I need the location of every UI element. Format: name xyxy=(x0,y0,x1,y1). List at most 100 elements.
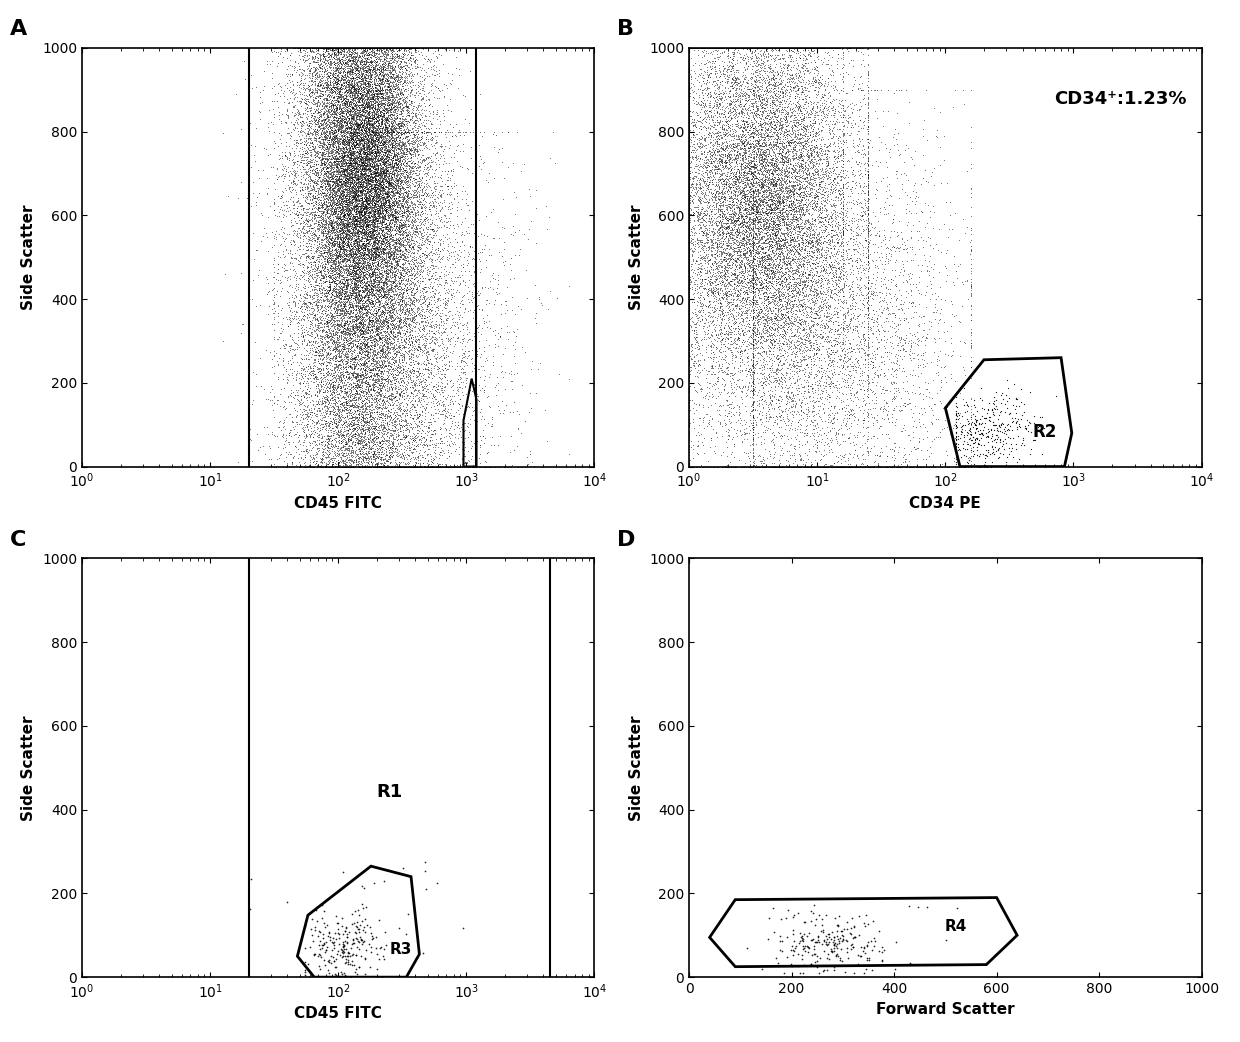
Point xyxy=(806,302,826,319)
Point xyxy=(702,222,722,239)
Point xyxy=(303,206,322,223)
Point xyxy=(373,222,393,239)
Point xyxy=(372,441,392,457)
Point xyxy=(890,347,910,364)
Point xyxy=(853,287,873,303)
Point xyxy=(345,224,365,241)
Point xyxy=(386,141,405,157)
Point xyxy=(315,309,335,326)
Point xyxy=(294,176,314,193)
Point xyxy=(352,317,372,333)
Point xyxy=(341,417,361,433)
Point xyxy=(743,249,763,266)
Point xyxy=(769,353,789,370)
Point xyxy=(321,202,341,219)
Point xyxy=(810,243,830,259)
Point xyxy=(764,172,784,189)
Point xyxy=(709,90,729,106)
Point xyxy=(374,102,394,119)
Point xyxy=(381,414,401,430)
Point xyxy=(444,239,464,255)
Point xyxy=(769,199,789,216)
Point xyxy=(355,328,374,345)
Point xyxy=(374,312,394,328)
Point xyxy=(389,437,409,453)
Point xyxy=(402,59,422,76)
Point xyxy=(319,242,339,258)
Point xyxy=(750,163,770,179)
Point xyxy=(830,458,849,475)
Point xyxy=(381,206,401,223)
Point xyxy=(336,49,356,66)
Point xyxy=(862,354,882,371)
Point xyxy=(343,437,363,453)
Point xyxy=(796,278,816,295)
Point xyxy=(698,251,718,268)
Point xyxy=(761,181,781,198)
Point xyxy=(341,298,361,315)
Point xyxy=(371,170,391,187)
Point xyxy=(775,197,795,214)
Point xyxy=(335,40,355,56)
Point xyxy=(320,157,340,174)
Point xyxy=(763,425,782,442)
Point xyxy=(347,54,367,71)
Point xyxy=(790,148,810,165)
Point xyxy=(701,118,720,134)
Point xyxy=(350,245,370,262)
Point xyxy=(774,40,794,56)
Point xyxy=(379,447,399,464)
Point xyxy=(370,191,389,207)
Point xyxy=(873,102,893,119)
Point xyxy=(316,242,336,258)
Point xyxy=(336,349,356,366)
Point xyxy=(389,212,409,228)
Point xyxy=(321,296,341,313)
Point xyxy=(357,118,377,134)
Point xyxy=(403,123,423,140)
Point xyxy=(357,246,377,263)
Point xyxy=(345,266,365,282)
Point xyxy=(279,427,299,444)
Point xyxy=(388,323,408,340)
Point xyxy=(806,138,826,154)
Point xyxy=(718,209,738,226)
Point xyxy=(386,367,405,383)
Point xyxy=(694,130,714,147)
Point xyxy=(394,403,414,420)
Point xyxy=(346,79,366,96)
Point xyxy=(770,204,790,221)
Point xyxy=(258,208,278,225)
Point xyxy=(830,951,849,968)
Point xyxy=(777,411,797,427)
Point xyxy=(791,183,811,200)
Point xyxy=(724,234,744,251)
Point xyxy=(356,94,376,110)
Point xyxy=(368,254,388,271)
Point xyxy=(403,441,423,457)
Point xyxy=(325,123,345,140)
Point xyxy=(812,282,832,299)
Point xyxy=(755,145,775,162)
Point xyxy=(765,220,785,237)
Point xyxy=(391,123,410,140)
Point xyxy=(373,450,393,467)
Point xyxy=(352,196,372,213)
Point xyxy=(773,150,792,167)
Point xyxy=(946,411,966,427)
Point xyxy=(372,150,392,167)
Point xyxy=(340,101,360,118)
Point xyxy=(358,100,378,117)
Point xyxy=(347,269,367,286)
Point xyxy=(450,458,470,475)
Point xyxy=(722,165,742,181)
Point xyxy=(405,456,425,473)
Point xyxy=(805,407,825,424)
Point xyxy=(361,314,381,330)
Point xyxy=(857,347,877,364)
Point xyxy=(401,241,420,257)
Point xyxy=(777,294,797,311)
Point xyxy=(383,119,403,135)
Point xyxy=(325,303,345,320)
Point xyxy=(339,137,358,153)
